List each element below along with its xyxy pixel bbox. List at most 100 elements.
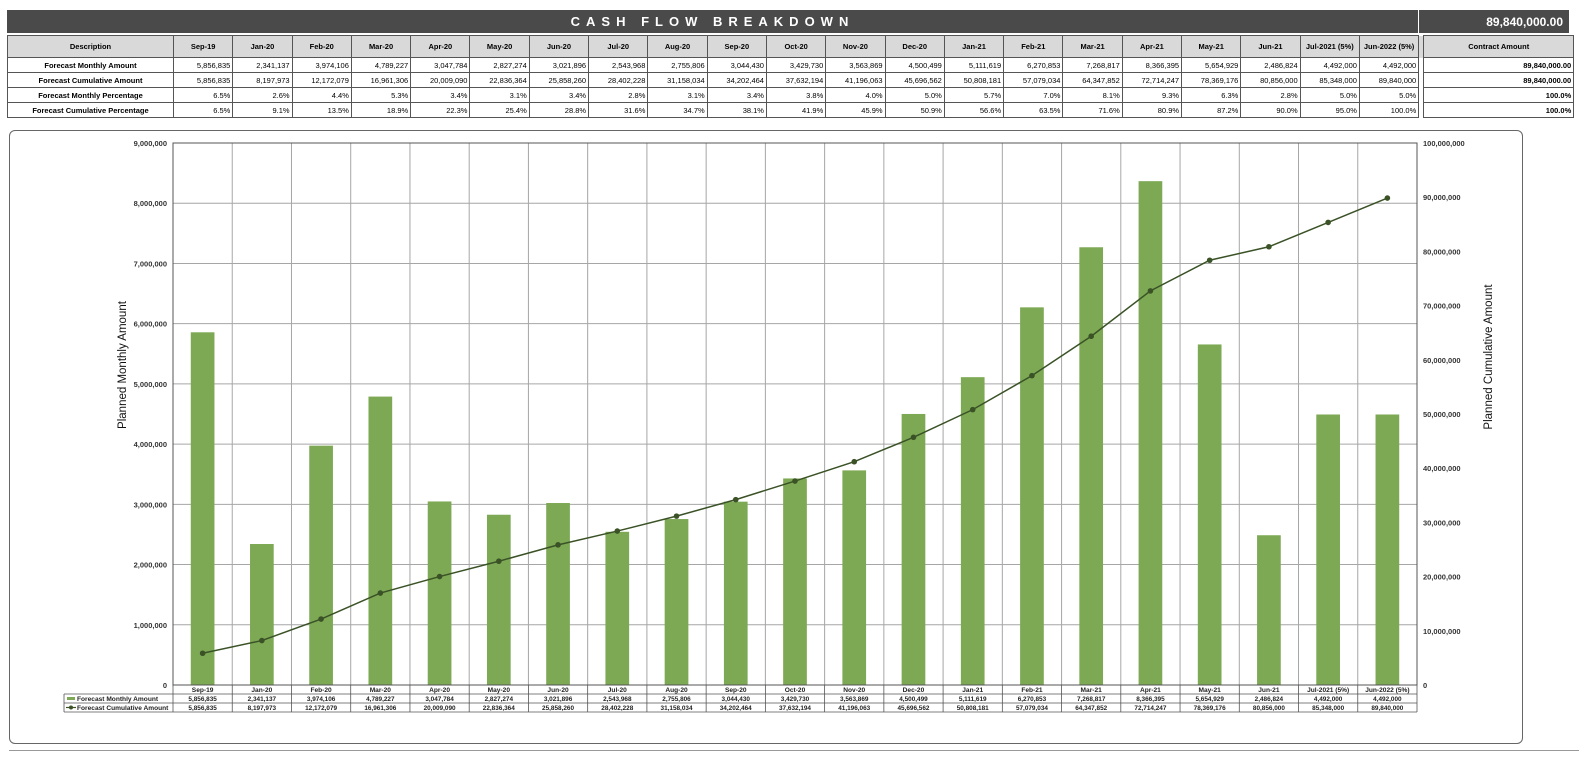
bar [190, 332, 215, 685]
x-tick-label: Nov-20 [843, 687, 865, 694]
cumulative-point [673, 513, 680, 519]
y-tick-label: 1,000,000 [134, 621, 167, 630]
bar-data-label: 4,789,227 [366, 696, 395, 703]
bar-data-label: 3,021,896 [544, 696, 573, 703]
y2-axis-label: Planned Cumulative Amount [1483, 284, 1495, 430]
y-tick-label: 0 [163, 681, 167, 690]
header-period: Jul-20 [588, 35, 649, 58]
cumulative-point [851, 458, 858, 465]
x-tick-label: Dec-20 [903, 687, 925, 694]
header-period: Feb-20 [291, 35, 352, 58]
header-description: Description [7, 35, 174, 58]
cumulative-point [1325, 219, 1331, 226]
page-title: CASH FLOW BREAKDOWN [7, 10, 1418, 33]
bar-data-label: 3,429,730 [781, 696, 810, 703]
cumulative-point [1266, 243, 1272, 250]
cumulative-line [199, 195, 1391, 657]
y-tick-label: 2,000,000 [134, 561, 167, 570]
y2-tick-label: 40,000,000 [1423, 464, 1461, 473]
header-period: Jun-20 [528, 35, 590, 58]
y2-tick-label: 80,000,000 [1423, 247, 1461, 256]
y-tick-label: 4,000,000 [134, 440, 167, 449]
x-tick-label: Jul-20 [608, 687, 627, 694]
bar-data-label: 7,268,817 [1077, 696, 1106, 703]
legend-bar-key [67, 697, 75, 700]
y2-tick-label: 50,000,000 [1423, 410, 1461, 419]
divider [9, 750, 1579, 751]
line-data-label: 85,348,000 [1312, 705, 1344, 712]
line-data-label: 57,079,034 [1016, 705, 1048, 712]
line-data-label: 16,961,306 [364, 705, 396, 712]
cumulative-point [259, 637, 265, 644]
bar-data-label: 2,341,137 [248, 696, 277, 703]
x-tick-label: Mar-21 [1081, 687, 1103, 694]
line-data-label: 72,714,247 [1134, 705, 1166, 712]
table-row: Forecast Monthly Percentage 6.5% 2.6% 4.4% 5… [7, 87, 1575, 103]
line-data-label: 20,009,090 [424, 705, 456, 712]
bar [723, 501, 748, 685]
header-period: Aug-20 [647, 35, 708, 58]
x-tick-label: Jun-2022 (5%) [1365, 687, 1409, 694]
bar [486, 514, 511, 685]
bar [368, 396, 393, 685]
table-cell: 9.1% [232, 102, 293, 118]
line-data-label: 31,158,034 [661, 705, 693, 712]
bar-data-label: 4,492,000 [1314, 696, 1343, 703]
x-tick-label: May-20 [488, 687, 511, 694]
contract-total: 89,840,000.00 [1419, 10, 1569, 33]
line-data-label: 22,836,364 [483, 705, 515, 712]
line-data-label: 45,696,562 [897, 705, 929, 712]
cumulative-point [318, 616, 324, 622]
bar-data-label: 3,047,784 [425, 696, 454, 703]
contract-cell: 100.0% [1423, 102, 1575, 118]
table-cell: 63.5% [1003, 102, 1064, 118]
y-tick-label: 8,000,000 [134, 199, 167, 208]
bar [1020, 307, 1044, 685]
y2-tick-label: 10,000,000 [1423, 627, 1461, 636]
bar-data-label: 6,270,853 [1018, 696, 1047, 703]
bar-data-label: 4,492,000 [1373, 696, 1402, 703]
y-tick-label: 9,000,000 [134, 139, 167, 148]
bar [546, 503, 570, 685]
x-tick-label: Apr-20 [429, 687, 450, 694]
header-period: Jan-20 [232, 35, 293, 58]
x-tick-label: Jan-21 [962, 687, 983, 694]
line-data-label: 28,402,228 [601, 705, 633, 712]
x-tick-label: Jun-21 [1258, 687, 1280, 694]
x-tick-label: Mar-20 [370, 687, 392, 694]
bar [309, 445, 333, 685]
bar-data-label: 3,563,869 [840, 696, 869, 703]
y2-tick-label: 70,000,000 [1423, 302, 1461, 311]
table-row: Forecast Cumulative Percentage 6.5% 9.1% 13… [7, 102, 1575, 118]
bar [250, 544, 274, 685]
cumulative-point [199, 650, 206, 657]
column-gap [1418, 102, 1424, 118]
x-tick-label: Feb-20 [310, 687, 332, 694]
table-cell: 87.2% [1181, 102, 1242, 118]
line-data-label: 78,369,176 [1194, 705, 1226, 712]
header-period: Sep-20 [706, 35, 767, 58]
bar [1257, 535, 1281, 685]
y-tick-label: 5,000,000 [134, 380, 167, 389]
bar-data-label: 5,856,835 [188, 696, 217, 703]
row-label: Forecast Cumulative Percentage [7, 102, 174, 118]
x-tick-label: Jan-20 [251, 687, 272, 694]
header-period: Nov-20 [825, 35, 886, 58]
bar [842, 470, 867, 685]
bar-data-label: 2,755,806 [662, 696, 691, 703]
x-tick-label: Feb-21 [1021, 687, 1043, 694]
y2-tick-label: 60,000,000 [1423, 356, 1461, 365]
line-data-label: 89,840,000 [1371, 705, 1403, 712]
y-tick-label: 6,000,000 [134, 320, 167, 329]
bar-data-label: 5,654,929 [1195, 696, 1224, 703]
bar [783, 478, 807, 685]
table-cell: 100.0% [1358, 102, 1420, 118]
cumulative-point [1384, 195, 1391, 201]
bar-data-label: 8,366,395 [1136, 696, 1165, 703]
line-data-label: 37,632,194 [779, 705, 811, 712]
monthly-bars [190, 181, 1400, 686]
bar-data-label: 2,827,274 [485, 696, 514, 703]
bar [901, 413, 926, 685]
bar-data-label: 5,111,619 [959, 696, 987, 703]
legend-line-marker [69, 705, 73, 710]
